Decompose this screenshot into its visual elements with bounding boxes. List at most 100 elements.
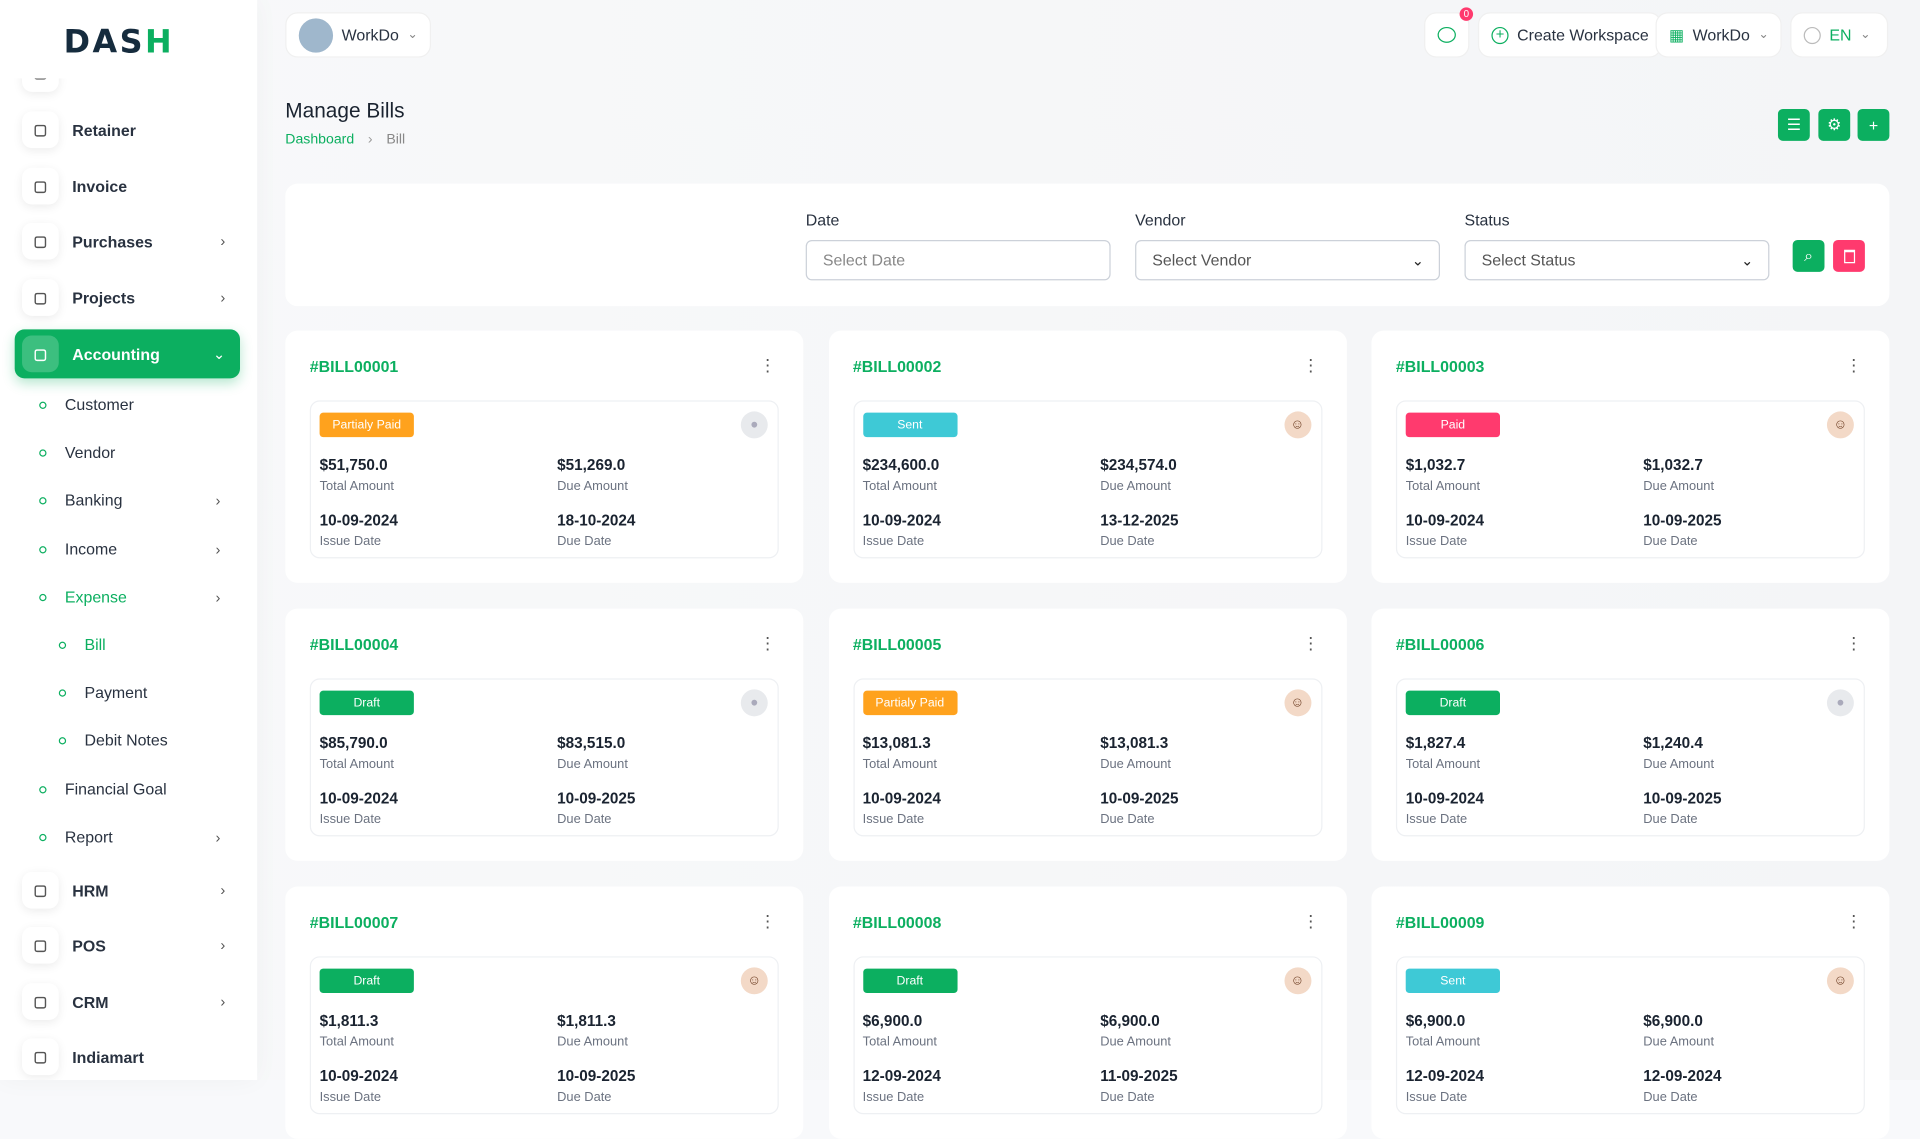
- sidebar-expense-debit-notes[interactable]: Debit Notes: [58, 731, 255, 749]
- due-date: 12-09-2024: [1643, 1067, 1722, 1085]
- status-badge: Sent: [862, 412, 957, 438]
- bill-id-link[interactable]: #BILL00001: [309, 357, 399, 376]
- avatar: ☺: [1283, 411, 1311, 439]
- bill-id-link[interactable]: #BILL00008: [852, 913, 942, 932]
- bullet-icon: [58, 641, 67, 649]
- bill-id-link[interactable]: #BILL00007: [309, 913, 399, 932]
- chevron-right-icon: ›: [215, 588, 221, 606]
- due-amount: $1,032.7: [1643, 456, 1703, 474]
- sidebar-sub-banking[interactable]: Banking ›: [39, 491, 235, 509]
- bill-id-link[interactable]: #BILL00002: [852, 357, 942, 376]
- sidebar-expense-bill[interactable]: Bill: [58, 636, 255, 654]
- chevron-right-icon: ›: [220, 936, 226, 954]
- grid-icon: ▢: [22, 335, 59, 373]
- more-vertical-icon[interactable]: ⋮: [1845, 633, 1863, 653]
- workspace-switcher[interactable]: WorkDo ⌄: [285, 12, 432, 58]
- search-button[interactable]: ⌕: [1792, 240, 1825, 272]
- sidebar-item-invoice[interactable]: ▢ Invoice: [15, 162, 240, 211]
- sidebar-item-pos[interactable]: ▢ POS ›: [15, 921, 240, 970]
- create-workspace-button[interactable]: + Create Workspace: [1477, 12, 1663, 58]
- bill-id-link[interactable]: #BILL00005: [852, 635, 942, 654]
- due-amount-label: Due Amount: [557, 1034, 628, 1050]
- bill-details: Draft ● $85,790.0 Total Amount $83,515.0…: [309, 678, 779, 837]
- due-date: 11-09-2025: [1100, 1067, 1178, 1085]
- company-switcher[interactable]: ▦ WorkDo ⌄: [1655, 12, 1783, 58]
- logo[interactable]: DASH: [63, 24, 175, 62]
- clear-filter-button[interactable]: [1833, 240, 1865, 272]
- due-date-label: Due Date: [557, 533, 612, 549]
- more-vertical-icon[interactable]: ⋮: [759, 633, 777, 653]
- bullet-icon: [39, 448, 47, 457]
- list-icon: ☰: [1786, 115, 1802, 134]
- settings-button[interactable]: ⚙: [1818, 108, 1851, 141]
- due-amount: $83,515.0: [557, 734, 626, 752]
- total-amount: $234,600.0: [862, 456, 940, 474]
- due-amount-label: Due Amount: [557, 756, 628, 772]
- sidebar-item-label: HRM: [72, 881, 109, 900]
- sidebar-item-projects[interactable]: ▢ Projects ›: [15, 273, 240, 322]
- sidebar-item-crm[interactable]: ▢ CRM ›: [15, 977, 240, 1026]
- due-amount: $6,900.0: [1643, 1012, 1703, 1030]
- due-amount: $13,081.3: [1100, 734, 1169, 752]
- sidebar-sub-income[interactable]: Income ›: [39, 540, 235, 558]
- more-vertical-icon[interactable]: ⋮: [1845, 911, 1863, 931]
- total-amount-label: Total Amount: [1405, 1034, 1481, 1050]
- sidebar-item-retainer[interactable]: ▢ Retainer: [15, 105, 240, 154]
- status-badge: Sent: [1405, 968, 1501, 994]
- messages-button[interactable]: 0: [1424, 7, 1474, 58]
- more-vertical-icon[interactable]: ⋮: [1302, 633, 1320, 653]
- breadcrumb-dashboard[interactable]: Dashboard: [285, 132, 355, 147]
- bill-id-link[interactable]: #BILL00009: [1395, 913, 1485, 932]
- sidebar-sub-vendor[interactable]: Vendor: [39, 443, 235, 462]
- sidebar-item-indiamart[interactable]: ▢ Indiamart: [15, 1032, 240, 1080]
- more-vertical-icon[interactable]: ⋮: [1302, 355, 1320, 375]
- more-vertical-icon[interactable]: ⋮: [1302, 911, 1320, 931]
- status-select[interactable]: Select Status ⌄: [1464, 240, 1770, 281]
- chevron-right-icon: ›: [220, 993, 226, 1011]
- avatar: ●: [1826, 689, 1854, 717]
- status-badge: Partialy Paid: [319, 412, 414, 438]
- more-vertical-icon[interactable]: ⋮: [759, 355, 777, 375]
- date-input[interactable]: Select Date: [805, 240, 1111, 281]
- bill-card[interactable]: #BILL00001 ⋮ Partialy Paid ● $51,750.0 T…: [285, 330, 804, 583]
- bill-id-link[interactable]: #BILL00003: [1395, 357, 1485, 376]
- bill-card[interactable]: #BILL00005 ⋮ Partialy Paid ☺ $13,081.3 T…: [828, 608, 1347, 861]
- bill-id-link[interactable]: #BILL00004: [309, 635, 399, 654]
- due-date-label: Due Date: [1100, 811, 1155, 827]
- due-amount-label: Due Amount: [1643, 1034, 1715, 1050]
- status-label: Status: [1464, 210, 1510, 229]
- bill-card[interactable]: #BILL00007 ⋮ Draft ☺ $1,811.3 Total Amou…: [285, 886, 804, 1139]
- bill-card[interactable]: #BILL00004 ⋮ Draft ● $85,790.0 Total Amo…: [285, 608, 804, 861]
- vendor-select[interactable]: Select Vendor ⌄: [1135, 240, 1441, 281]
- invoice-icon: ▢: [22, 167, 59, 205]
- list-view-button[interactable]: ☰: [1777, 108, 1810, 141]
- issue-date: 10-09-2024: [1405, 789, 1485, 807]
- more-vertical-icon[interactable]: ⋮: [759, 911, 777, 931]
- more-vertical-icon[interactable]: ⋮: [1845, 355, 1863, 375]
- chevron-right-icon: ›: [220, 881, 226, 899]
- language-switcher[interactable]: EN ⌄: [1790, 12, 1889, 58]
- due-date-label: Due Date: [1643, 811, 1698, 827]
- sidebar-sub-label: Payment: [84, 683, 148, 702]
- sidebar-sub-customer[interactable]: Customer: [39, 396, 235, 414]
- add-bill-button[interactable]: +: [1857, 108, 1890, 141]
- bill-id-link[interactable]: #BILL00006: [1395, 635, 1485, 654]
- sidebar-sub-report[interactable]: Report ›: [39, 828, 235, 846]
- bill-card[interactable]: #BILL00008 ⋮ Draft ☺ $6,900.0 Total Amou…: [828, 886, 1347, 1139]
- sidebar-item-accounting[interactable]: ▢ Accounting ⌄: [14, 329, 241, 379]
- chevron-right-icon: ›: [215, 828, 221, 846]
- bill-card[interactable]: #BILL00006 ⋮ Draft ● $1,827.4 Total Amou…: [1371, 608, 1890, 861]
- sidebar-item-purchases[interactable]: ▢ Purchases ›: [15, 217, 240, 266]
- due-amount-label: Due Amount: [1643, 478, 1715, 494]
- bill-card[interactable]: #BILL00003 ⋮ Paid ☺ $1,032.7 Total Amoun…: [1371, 330, 1890, 583]
- sidebar-item-hrm[interactable]: ▢ HRM ›: [15, 866, 240, 915]
- bill-card[interactable]: #BILL00002 ⋮ Sent ☺ $234,600.0 Total Amo…: [828, 330, 1347, 583]
- sidebar-sub-financial-goal[interactable]: Financial Goal: [39, 780, 235, 798]
- sidebar-expense-payment[interactable]: Payment: [58, 683, 255, 702]
- total-amount: $1,827.4: [1405, 734, 1466, 752]
- filter-panel: Date Select Date Vendor Select Vendor ⌄ S…: [285, 183, 1890, 307]
- issue-date-label: Issue Date: [1405, 1089, 1468, 1105]
- sidebar-sub-expense[interactable]: Expense ›: [39, 588, 235, 606]
- sidebar-sub-label: Vendor: [64, 443, 116, 462]
- bill-card[interactable]: #BILL00009 ⋮ Sent ☺ $6,900.0 Total Amoun…: [1371, 886, 1890, 1139]
